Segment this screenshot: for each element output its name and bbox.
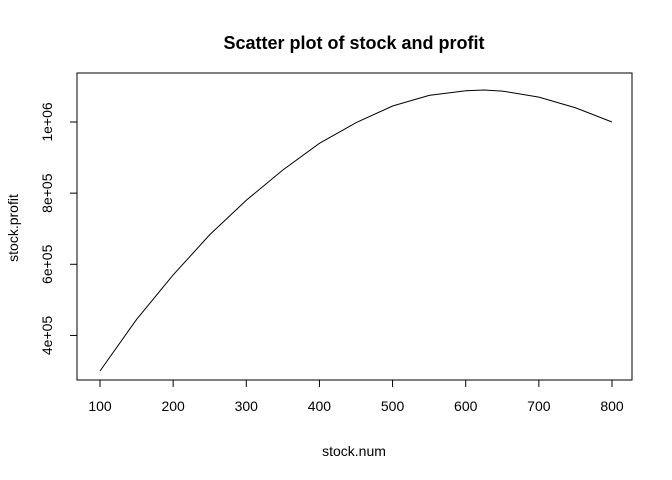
series-layer bbox=[99, 89, 613, 372]
x-tick-label: 400 bbox=[308, 398, 332, 414]
y-axis-label: stock.profit bbox=[5, 194, 21, 262]
y-tick-label: 4e+05 bbox=[39, 316, 55, 356]
y-tick-label: 1e+06 bbox=[39, 102, 55, 142]
plot-frame bbox=[76, 72, 633, 381]
x-tick-label: 700 bbox=[527, 398, 551, 414]
x-axis-label: stock.num bbox=[322, 443, 386, 459]
x-tick-label: 100 bbox=[88, 398, 112, 414]
x-tick-label: 600 bbox=[454, 398, 478, 414]
x-tick-label: 500 bbox=[381, 398, 405, 414]
x-tick-label: 200 bbox=[161, 398, 185, 414]
y-tick-label: 6e+05 bbox=[39, 244, 55, 284]
series-line bbox=[99, 89, 613, 372]
y-axis: 4e+05 6e+05 8e+05 1e+06 bbox=[39, 102, 78, 356]
chart-title: Scatter plot of stock and profit bbox=[223, 33, 484, 53]
x-axis: 100 200 300 400 500 600 700 800 bbox=[88, 379, 624, 414]
x-tick-label: 800 bbox=[600, 398, 624, 414]
y-tick-label: 8e+05 bbox=[39, 173, 55, 213]
x-tick-label: 300 bbox=[235, 398, 259, 414]
